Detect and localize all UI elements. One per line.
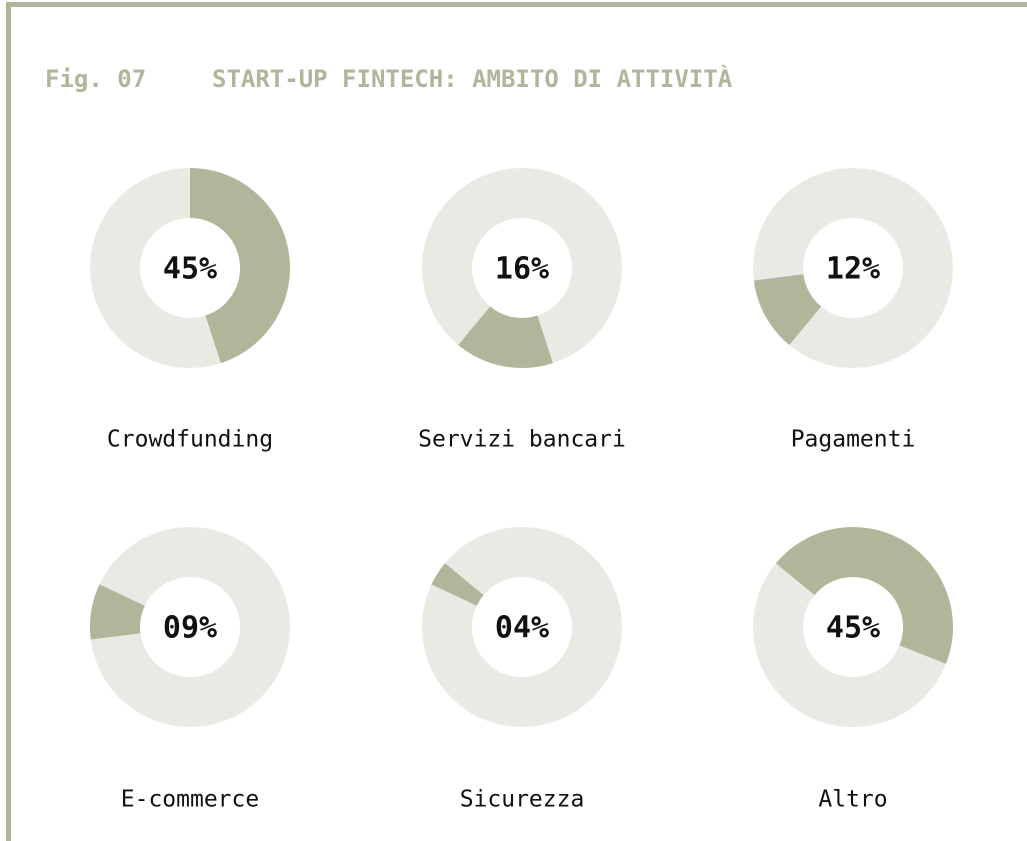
donut-segment [458,305,553,368]
category-label: Sicurezza [460,787,585,813]
figure-number: Fig. 07 [45,65,146,93]
category-label: E-commerce [121,787,259,813]
donut-segment [775,527,953,664]
value-label: 45% [163,252,217,287]
donut-segment [753,273,822,346]
value-label: 16% [495,252,549,287]
value-label: 12% [826,252,880,287]
left-border [6,2,11,841]
category-label: Servizi bancari [418,427,626,453]
donut-segment [90,584,146,640]
category-label: Crowdfunding [107,427,273,453]
value-label: 04% [495,611,549,646]
donut-track [753,168,953,368]
top-border [6,2,1027,7]
category-label: Pagamenti [791,427,916,453]
donut-segment [431,563,484,607]
donut-segment [188,168,290,364]
category-label: Altro [818,787,887,813]
value-label: 45% [826,611,880,646]
donut-track [422,527,622,727]
value-label: 09% [163,611,217,646]
chart-title: START-UP FINTECH: AMBITO DI ATTIVITÀ [212,64,733,93]
